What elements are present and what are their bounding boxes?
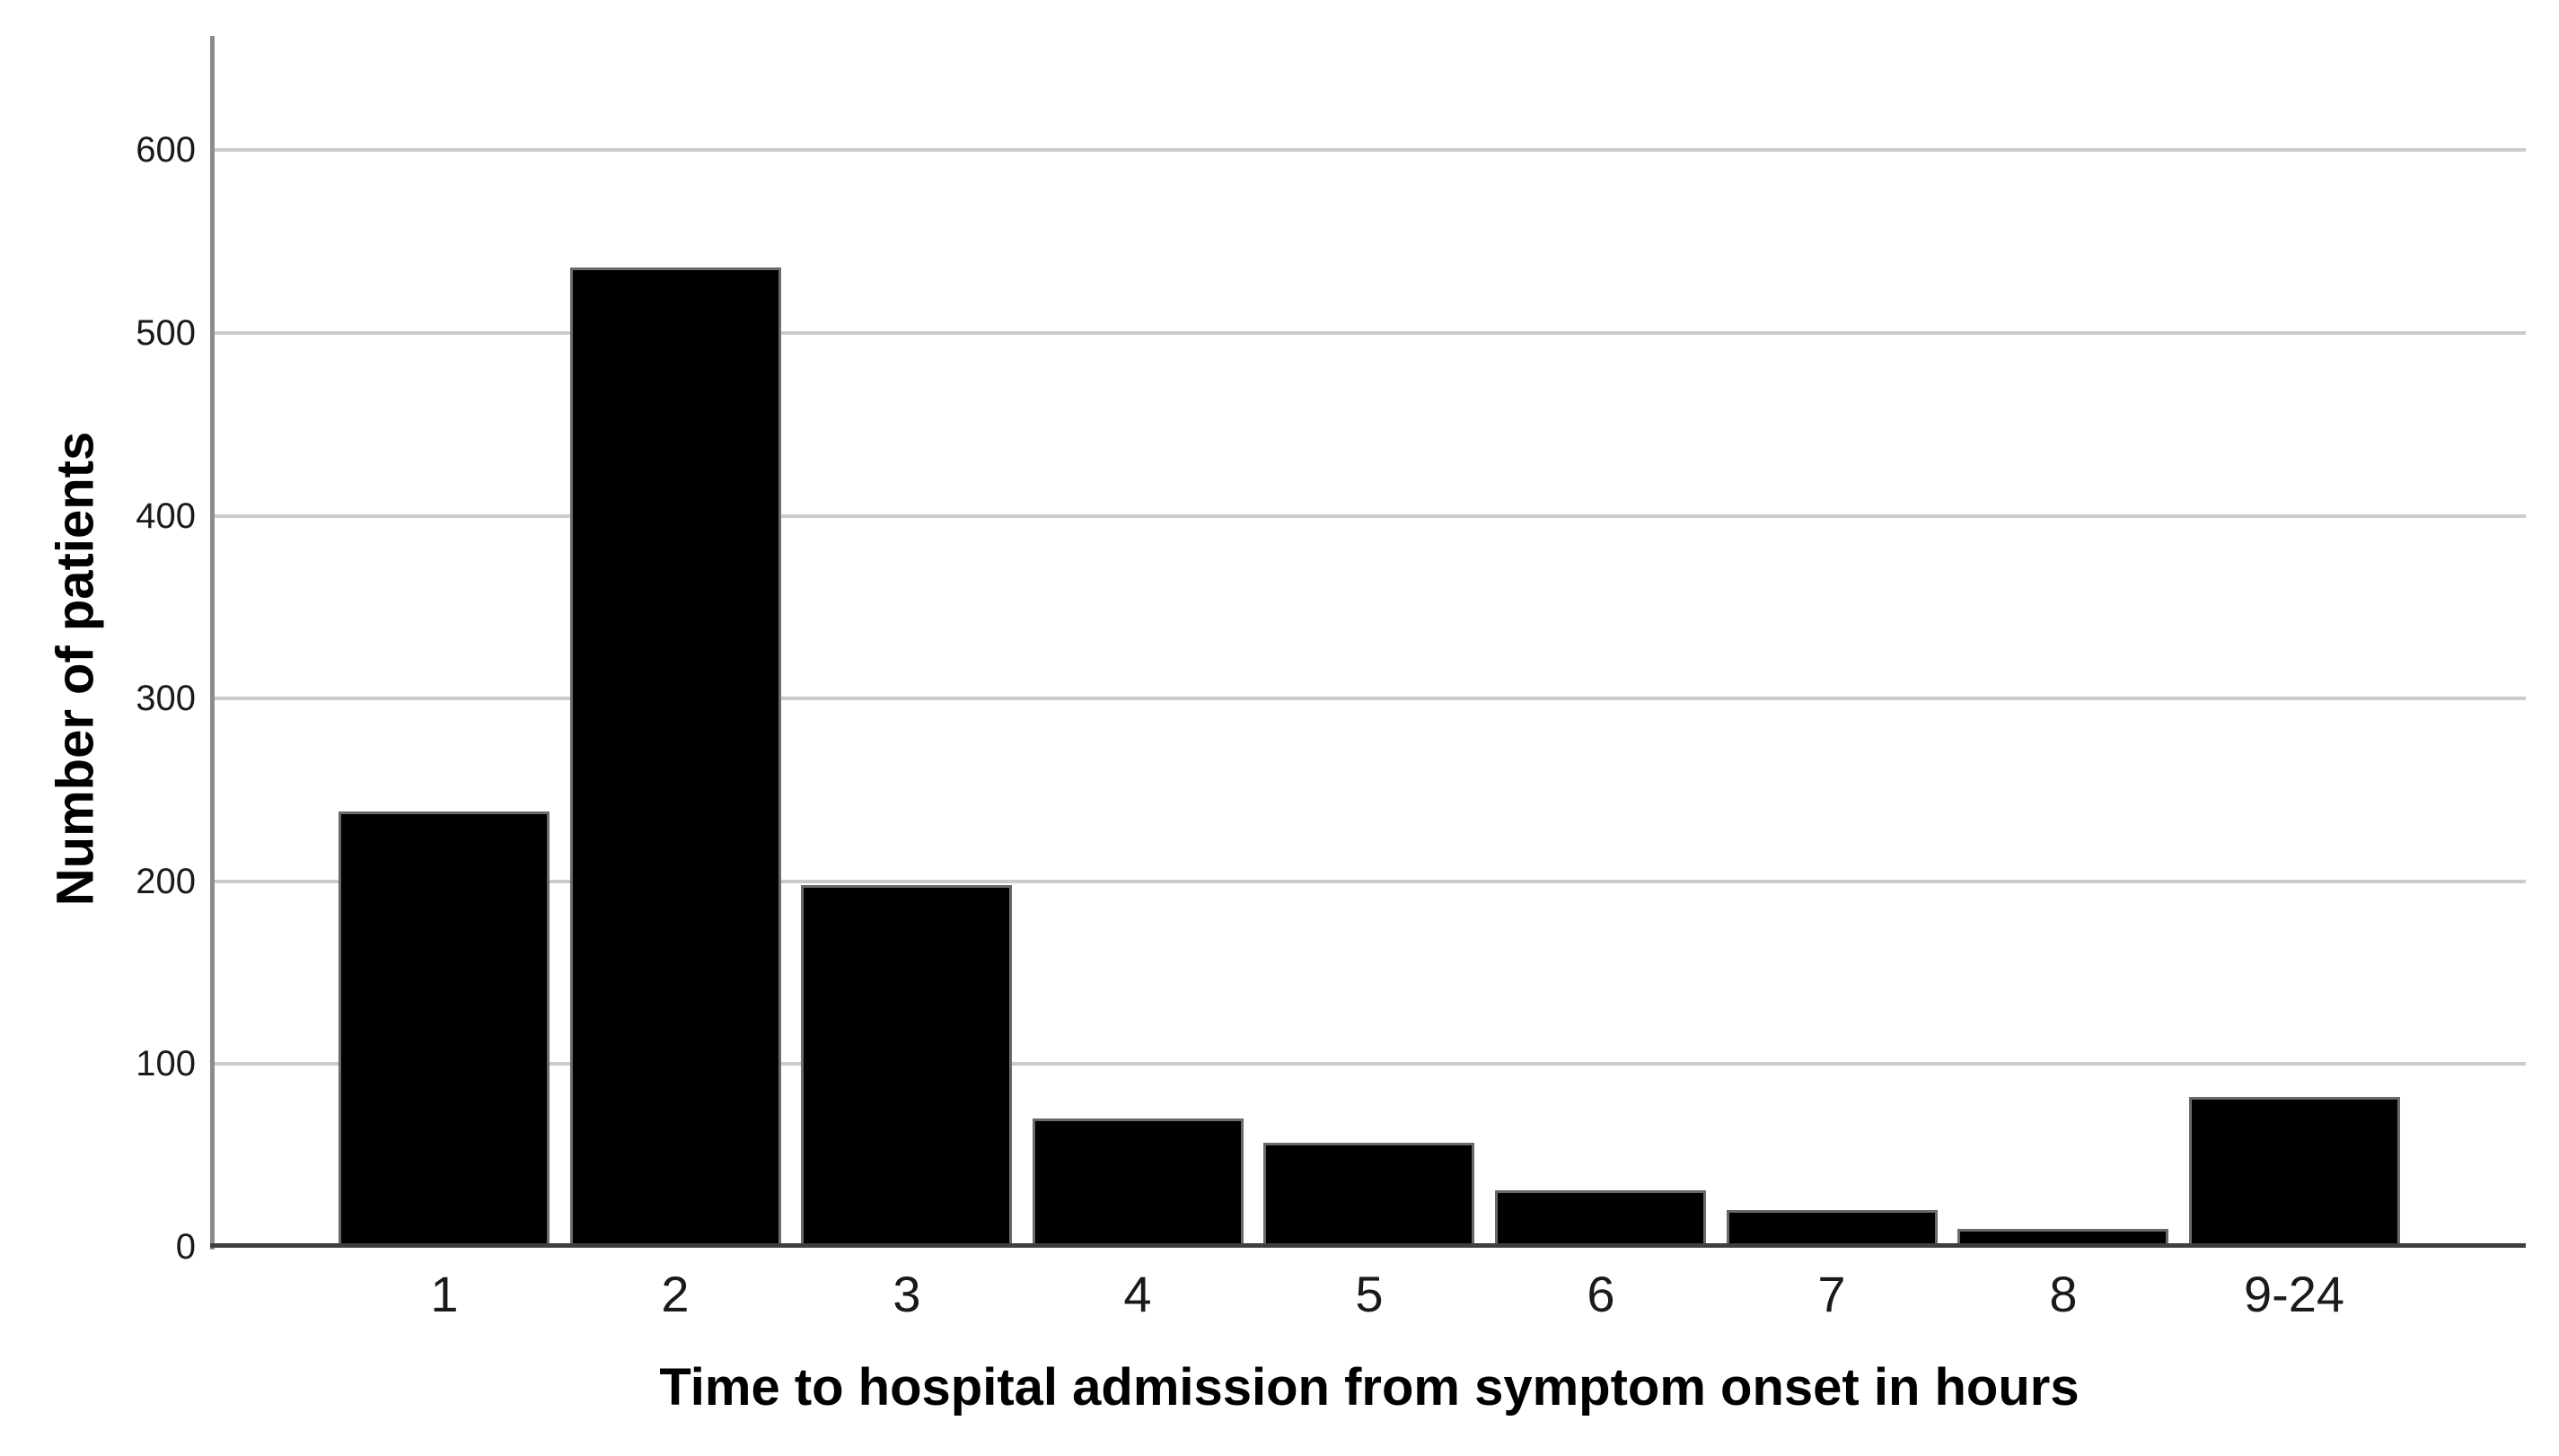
y-tick-label-0: 0 (175, 1227, 196, 1267)
x-tick-label-5: 5 (1355, 1266, 1384, 1322)
x-tick-label-3: 3 (893, 1266, 921, 1322)
x-tick-label-1: 1 (430, 1266, 459, 1322)
y-tick-label-200: 200 (136, 861, 196, 901)
y-tick-label-100: 100 (136, 1044, 196, 1084)
x-tick-label-6: 6 (1587, 1266, 1615, 1322)
gridline-400 (215, 513, 2526, 518)
y-axis-line (210, 36, 215, 1250)
bar-1 (339, 811, 550, 1247)
gridline-600 (215, 148, 2526, 153)
bar-4 (1033, 1118, 1244, 1247)
y-tick-label-600: 600 (136, 130, 196, 171)
gridline-200 (215, 879, 2526, 883)
y-tick-label-400: 400 (136, 496, 196, 536)
bar-6 (1495, 1190, 1706, 1247)
gridline-300 (215, 697, 2526, 701)
x-tick-label-8: 8 (2049, 1266, 2078, 1322)
gridline-500 (215, 331, 2526, 335)
x-axis-line (210, 1243, 2526, 1248)
x-tick-label-7: 7 (1817, 1266, 1846, 1322)
bar-2 (570, 268, 781, 1247)
y-tick-label-500: 500 (136, 313, 196, 353)
x-axis-title: Time to hospital admission from symptom … (659, 1358, 2080, 1417)
bar-9-24 (2189, 1097, 2400, 1247)
gridline-100 (215, 1062, 2526, 1066)
y-tick-label-300: 300 (136, 679, 196, 719)
bar-7 (1727, 1210, 1938, 1247)
x-tick-label-9-24: 9-24 (2243, 1266, 2345, 1322)
bar-5 (1263, 1143, 1474, 1247)
x-tick-label-4: 4 (1123, 1266, 1152, 1322)
bar-3 (801, 885, 1012, 1247)
x-tick-label-2: 2 (661, 1266, 690, 1322)
